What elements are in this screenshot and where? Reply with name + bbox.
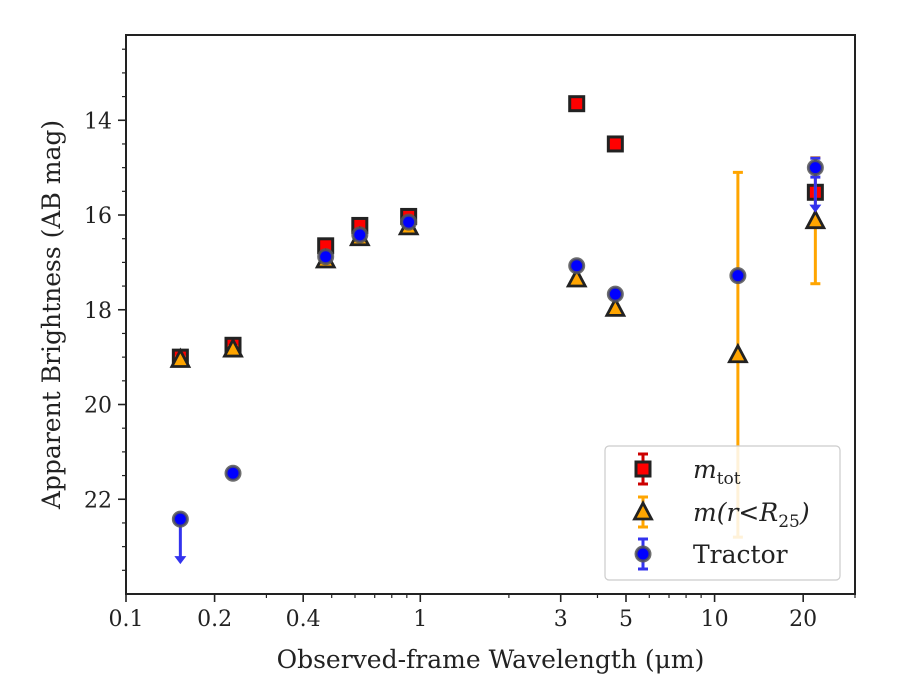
- y-tick-label: 22: [84, 488, 112, 513]
- data-point-circle: [806, 159, 824, 177]
- data-point-circle: [568, 257, 586, 275]
- data-point-triangle: [565, 266, 588, 288]
- legend-marker-triangle: [632, 500, 654, 521]
- data-point-square: [606, 135, 624, 153]
- legend-entry-label: Tractor: [693, 540, 788, 569]
- data-point-triangle: [169, 347, 192, 368]
- x-tick-label: 3: [554, 607, 568, 632]
- data-point-circle: [317, 248, 335, 266]
- x-tick-label: 0.4: [286, 607, 321, 632]
- x-tick-label: 1: [413, 607, 427, 632]
- series-square: [171, 95, 824, 366]
- upper-limit-arrow-head: [809, 204, 822, 213]
- upper-limit-arrow-head: [174, 556, 187, 565]
- data-point-triangle: [222, 337, 244, 358]
- legend: mtot m(r<R25) Tractor: [604, 445, 841, 581]
- x-tick-label: 0.2: [197, 607, 232, 632]
- legend-box: [604, 445, 841, 581]
- x-tick-label: 0.1: [109, 607, 144, 632]
- series-circle: [171, 156, 824, 565]
- data-point-circle: [171, 510, 189, 528]
- data-point-square: [568, 95, 586, 113]
- axis-ticks: 0.1 0.2 0.4 1 3 5 10 20 14 16 18 20 22: [84, 48, 856, 632]
- plot-frame: [125, 34, 856, 595]
- data-point-triangle: [727, 342, 749, 364]
- x-tick-label: 20: [789, 607, 817, 632]
- y-tick-label: 16: [84, 204, 112, 229]
- data-point-circle: [400, 213, 418, 231]
- legend-entry-label: m(r<R25): [693, 498, 810, 532]
- x-axis-label: Observed-frame Wavelength (μm): [277, 645, 705, 674]
- legend-marker-circle: [634, 545, 652, 563]
- legend-marker-square: [634, 460, 652, 478]
- y-axis-label: Apparent Brightness (AB mag): [37, 120, 66, 510]
- x-tick-label: 5: [619, 607, 633, 632]
- data-point-circle: [351, 226, 369, 244]
- data-point-circle: [606, 285, 624, 303]
- data-point-triangle: [804, 208, 827, 230]
- x-tick-label: 10: [701, 607, 729, 632]
- y-tick-label: 18: [84, 299, 112, 324]
- plot-layer: [169, 95, 827, 565]
- data-point-triangle: [604, 296, 627, 317]
- y-tick-label: 20: [84, 394, 112, 419]
- y-tick-label: 14: [84, 109, 112, 134]
- data-point-circle: [224, 464, 242, 482]
- legend-entry-label: mtot: [693, 455, 741, 489]
- data-point-circle: [729, 267, 747, 285]
